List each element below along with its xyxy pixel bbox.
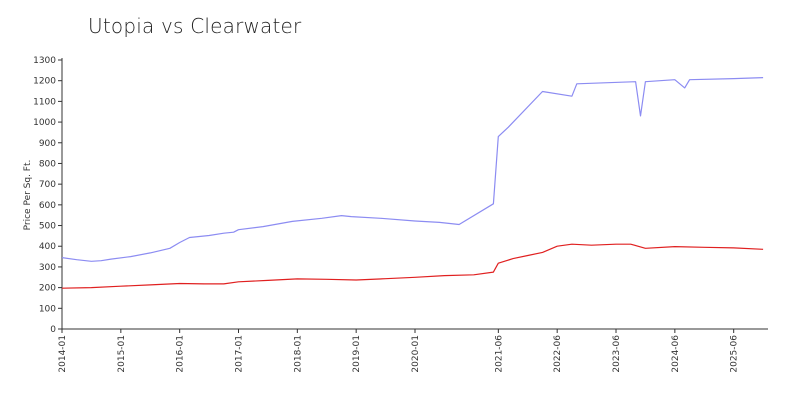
y-tick-label: 1100 bbox=[33, 97, 56, 107]
series-line-1 bbox=[61, 77, 764, 262]
x-tick-label: 2019-01 bbox=[352, 335, 362, 373]
x-tick-label: 2015-01 bbox=[117, 335, 127, 373]
x-tick-label: 2025-06 bbox=[730, 335, 740, 373]
chart-title: Utopia vs Clearwater bbox=[88, 14, 302, 38]
x-tick-label: 2024-06 bbox=[671, 335, 681, 373]
y-tick-label: 900 bbox=[39, 139, 56, 149]
y-tick-label: 1200 bbox=[33, 77, 56, 87]
y-tick-label: 300 bbox=[39, 263, 56, 273]
y-tick-label: 800 bbox=[39, 159, 56, 169]
y-tick-label: 200 bbox=[39, 284, 56, 294]
y-tick-label: 0 bbox=[50, 325, 56, 335]
x-axis: 2014-01 2015-01 2016-01 2017-01 2018-01 2019-… bbox=[58, 328, 768, 373]
y-axis: 0 100 200 300 400 500 600 700 800 900 1000 1100 1200… bbox=[33, 56, 63, 335]
y-tick-label: 600 bbox=[39, 201, 56, 211]
y-tick-label: 700 bbox=[39, 180, 56, 190]
y-tick-label: 100 bbox=[39, 304, 56, 314]
y-tick-label: 1300 bbox=[33, 56, 56, 66]
x-tick-label: 2014-01 bbox=[58, 335, 68, 373]
y-tick-label: 500 bbox=[39, 222, 56, 232]
y-tick-label: 400 bbox=[39, 242, 56, 252]
x-tick-label: 2017-01 bbox=[235, 335, 245, 373]
y-tick-label: 1000 bbox=[33, 118, 56, 128]
x-tick-label: 2021-06 bbox=[494, 335, 504, 373]
x-tick-label: 2023-06 bbox=[612, 335, 622, 373]
y-axis-label: Price Per Sq. Ft. bbox=[23, 160, 33, 231]
series-line-2 bbox=[61, 243, 764, 289]
x-tick-label: 2016-01 bbox=[176, 335, 186, 373]
series-layer bbox=[61, 77, 764, 289]
x-tick-label: 2020-01 bbox=[411, 335, 421, 373]
x-tick-label: 2022-06 bbox=[553, 335, 563, 373]
x-tick-label: 2018-01 bbox=[293, 335, 303, 373]
